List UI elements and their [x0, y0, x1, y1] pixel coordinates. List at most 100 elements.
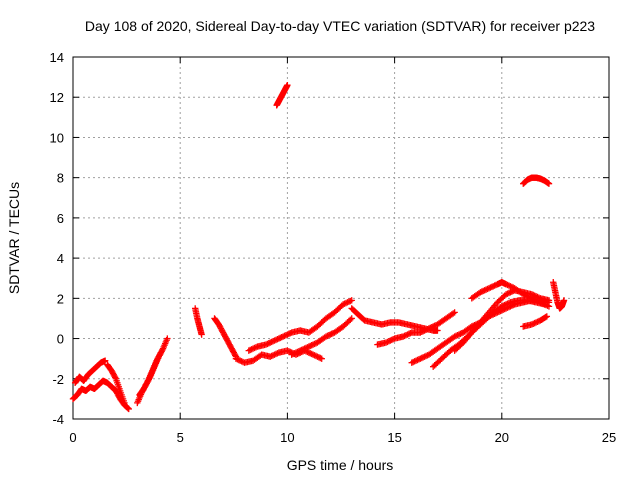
data-point-plus	[347, 297, 354, 305]
data-point-plus	[302, 344, 310, 352]
data-point-plus	[382, 339, 390, 346]
data-point-plus	[288, 351, 295, 358]
data-point-plus	[498, 303, 505, 310]
data-point-plus	[284, 331, 291, 338]
data-point-plus	[247, 346, 254, 354]
data-point-plus	[535, 298, 543, 305]
y-tick-label: 8	[57, 171, 64, 186]
data-point-plus	[419, 327, 427, 335]
data-point-plus	[501, 301, 508, 309]
data-points	[69, 81, 568, 413]
data-point-plus	[408, 359, 415, 366]
data-point-plus	[458, 340, 465, 348]
y-tick-label: 10	[50, 130, 64, 145]
data-point-plus	[487, 284, 494, 291]
data-point-plus	[272, 350, 280, 358]
data-point-plus	[101, 357, 109, 364]
data-point-plus	[482, 286, 490, 293]
data-point-plus	[500, 302, 507, 309]
data-point-plus	[534, 318, 541, 325]
data-point-plus	[311, 352, 318, 359]
data-point-plus	[502, 301, 510, 308]
data-point-plus	[478, 288, 485, 295]
data-point-plus	[271, 337, 278, 344]
data-point-plus	[424, 325, 431, 333]
data-point-plus	[389, 336, 397, 343]
data-point-plus	[292, 349, 300, 356]
data-point-plus	[347, 316, 354, 323]
data-point-plus	[504, 290, 511, 297]
data-point-plus	[268, 352, 275, 360]
data-point-plus	[339, 301, 347, 308]
data-point-plus	[541, 301, 548, 308]
data-point-plus	[522, 292, 530, 299]
y-tick-label: 4	[57, 251, 64, 266]
data-point-plus	[309, 341, 317, 348]
data-point-plus	[540, 300, 547, 307]
data-point-plus	[421, 353, 428, 360]
data-point-plus	[269, 352, 277, 359]
y-tick-label: 14	[50, 50, 64, 65]
data-point-plus	[282, 332, 290, 339]
data-point-plus	[521, 291, 528, 299]
data-point-plus	[405, 330, 413, 338]
x-tick-label: 25	[602, 430, 616, 445]
data-point-plus	[528, 321, 536, 328]
data-point-plus	[341, 300, 348, 307]
data-point-plus	[251, 344, 258, 352]
data-point-plus	[402, 332, 410, 339]
data-point-plus	[485, 285, 493, 292]
data-point-plus	[297, 347, 304, 354]
data-point-plus	[502, 281, 510, 288]
data-point-plus	[248, 346, 255, 353]
data-point-plus	[309, 351, 317, 358]
data-point-plus	[318, 355, 325, 362]
y-tick-label: -4	[52, 412, 64, 427]
data-point-plus	[505, 299, 513, 307]
data-point-plus	[417, 329, 424, 336]
data-point-plus	[428, 323, 435, 331]
data-point-plus	[545, 303, 553, 310]
data-point-plus	[422, 326, 430, 334]
data-point-plus	[411, 358, 418, 365]
chart-title: Day 108 of 2020, Sidereal Day-to-day VTE…	[85, 18, 595, 34]
data-point-plus	[144, 378, 151, 386]
x-tick-label: 20	[495, 430, 509, 445]
data-point-plus	[274, 336, 281, 343]
data-point-plus	[527, 294, 534, 301]
data-point-plus	[505, 289, 513, 297]
data-point-plus	[528, 295, 536, 302]
data-point-plus	[532, 319, 540, 326]
data-point-plus	[291, 350, 298, 357]
y-tick-label: -2	[52, 372, 64, 387]
data-point-plus	[451, 309, 458, 316]
data-point-plus	[314, 353, 321, 360]
data-point-plus	[325, 332, 333, 339]
data-point-plus	[454, 332, 461, 339]
data-point-plus	[534, 297, 541, 305]
x-tick-label: 0	[69, 430, 76, 445]
data-point-plus	[342, 299, 350, 307]
data-point-plus	[121, 399, 128, 407]
data-point-plus	[284, 81, 291, 89]
data-point-plus	[544, 302, 551, 309]
data-point-plus	[388, 336, 395, 344]
data-point-plus	[452, 332, 460, 340]
data-point-plus	[450, 310, 457, 317]
data-point-plus	[267, 339, 274, 346]
x-axis-label: GPS time / hours	[287, 457, 394, 473]
data-point-plus	[279, 333, 287, 340]
data-point-plus	[235, 356, 243, 364]
data-point-plus	[164, 335, 171, 342]
y-tick-label: 12	[50, 90, 64, 105]
data-point-plus	[404, 331, 411, 338]
data-point-plus	[124, 405, 132, 412]
data-point-plus	[401, 332, 408, 340]
data-point-plus	[249, 345, 257, 352]
data-point-plus	[545, 297, 553, 304]
data-point-plus	[234, 356, 241, 363]
data-point-plus	[267, 353, 274, 360]
data-point-plus	[232, 355, 240, 362]
data-point-plus	[322, 333, 330, 340]
